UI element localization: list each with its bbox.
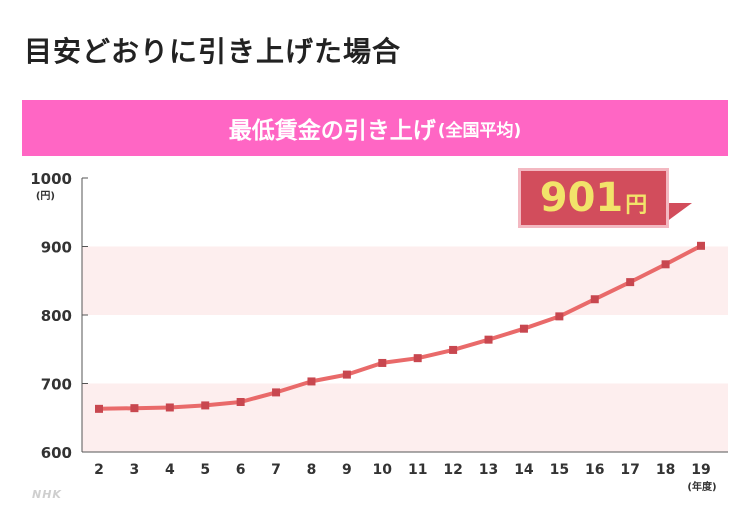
- data-point: [272, 388, 281, 397]
- data-point: [378, 358, 387, 367]
- x-tick-label: 12: [443, 462, 462, 478]
- y-tick-label: 600: [41, 444, 72, 462]
- data-point: [519, 324, 528, 333]
- x-tick-label: 9: [342, 462, 352, 478]
- data-point: [130, 404, 139, 413]
- series-markers: [95, 241, 705, 413]
- chart-title: 最低賃金の引き上げ: [228, 118, 436, 144]
- data-point: [95, 404, 103, 413]
- x-tick-label: 6: [236, 462, 246, 478]
- data-point: [307, 377, 316, 386]
- series-line: [97, 243, 703, 411]
- data-point: [697, 241, 705, 250]
- chart-svg: 600 700 800 900 1000 2 3 4 5 6 7 8 9 10 11 12 13 14 15 16 1…: [30, 170, 728, 493]
- chart-subtitle: (全国平均): [437, 120, 522, 141]
- data-point: [413, 354, 422, 363]
- x-tick-labels: 2 3 4 5 6 7 8 9 10 11 12 13 14 15 16 17 18 19: [94, 462, 711, 478]
- data-point: [590, 295, 599, 304]
- chart-frame: 600 700 800 900 1000 2 3 4 5 6 7 8 9 10 11 12 13 14 15 16 1…: [22, 100, 728, 510]
- x-tick-label: 16: [585, 462, 604, 478]
- chart-title-banner: 最低賃金の引き上げ (全国平均): [22, 100, 728, 156]
- y-tick-label: 700: [41, 376, 72, 394]
- data-point: [449, 345, 458, 354]
- data-point: [201, 401, 210, 410]
- chart-bands: [82, 246, 728, 452]
- x-tick-label: 8: [307, 462, 317, 478]
- x-tick-label: 3: [130, 462, 140, 478]
- band-1: [82, 246, 728, 315]
- x-tick-label: 7: [271, 462, 281, 478]
- x-tick-label: 11: [408, 462, 427, 478]
- x-tick-label: 19: [691, 462, 710, 478]
- data-point: [342, 370, 351, 379]
- page-heading: 目安どおりに引き上げた場合: [24, 35, 402, 68]
- y-unit-label: (円): [36, 190, 55, 202]
- x-tick-label: 10: [373, 462, 393, 478]
- y-tick-label: 900: [41, 239, 72, 257]
- data-point: [165, 403, 174, 412]
- x-tick-label: 15: [550, 462, 569, 478]
- data-point: [661, 260, 670, 269]
- chart-axes: [81, 177, 728, 453]
- x-tick-label: 5: [200, 462, 210, 478]
- y-tick-labels: 600 700 800 900 1000: [30, 170, 72, 462]
- x-tick-label: 4: [165, 462, 175, 478]
- data-point: [484, 335, 493, 344]
- data-point: [555, 312, 564, 321]
- x-tick-label: 18: [656, 462, 675, 478]
- data-point: [236, 397, 245, 406]
- callout-unit: 円: [625, 193, 648, 218]
- series-polyline: [97, 243, 703, 411]
- x-unit-label: (年度): [687, 480, 716, 493]
- x-tick-label: 14: [514, 462, 534, 478]
- x-tick-label: 2: [94, 462, 104, 478]
- callout-value: 901: [539, 175, 624, 221]
- nhk-watermark: NHK: [32, 488, 62, 501]
- x-tick-label: 17: [620, 462, 639, 478]
- callout-pointer: [662, 203, 692, 225]
- data-point: [626, 278, 635, 287]
- value-callout: 901 円: [518, 168, 669, 228]
- x-tick-label: 13: [479, 462, 498, 478]
- y-tick-label: 800: [41, 307, 72, 325]
- y-tick-label: 1000: [30, 170, 72, 188]
- band-0: [82, 383, 728, 452]
